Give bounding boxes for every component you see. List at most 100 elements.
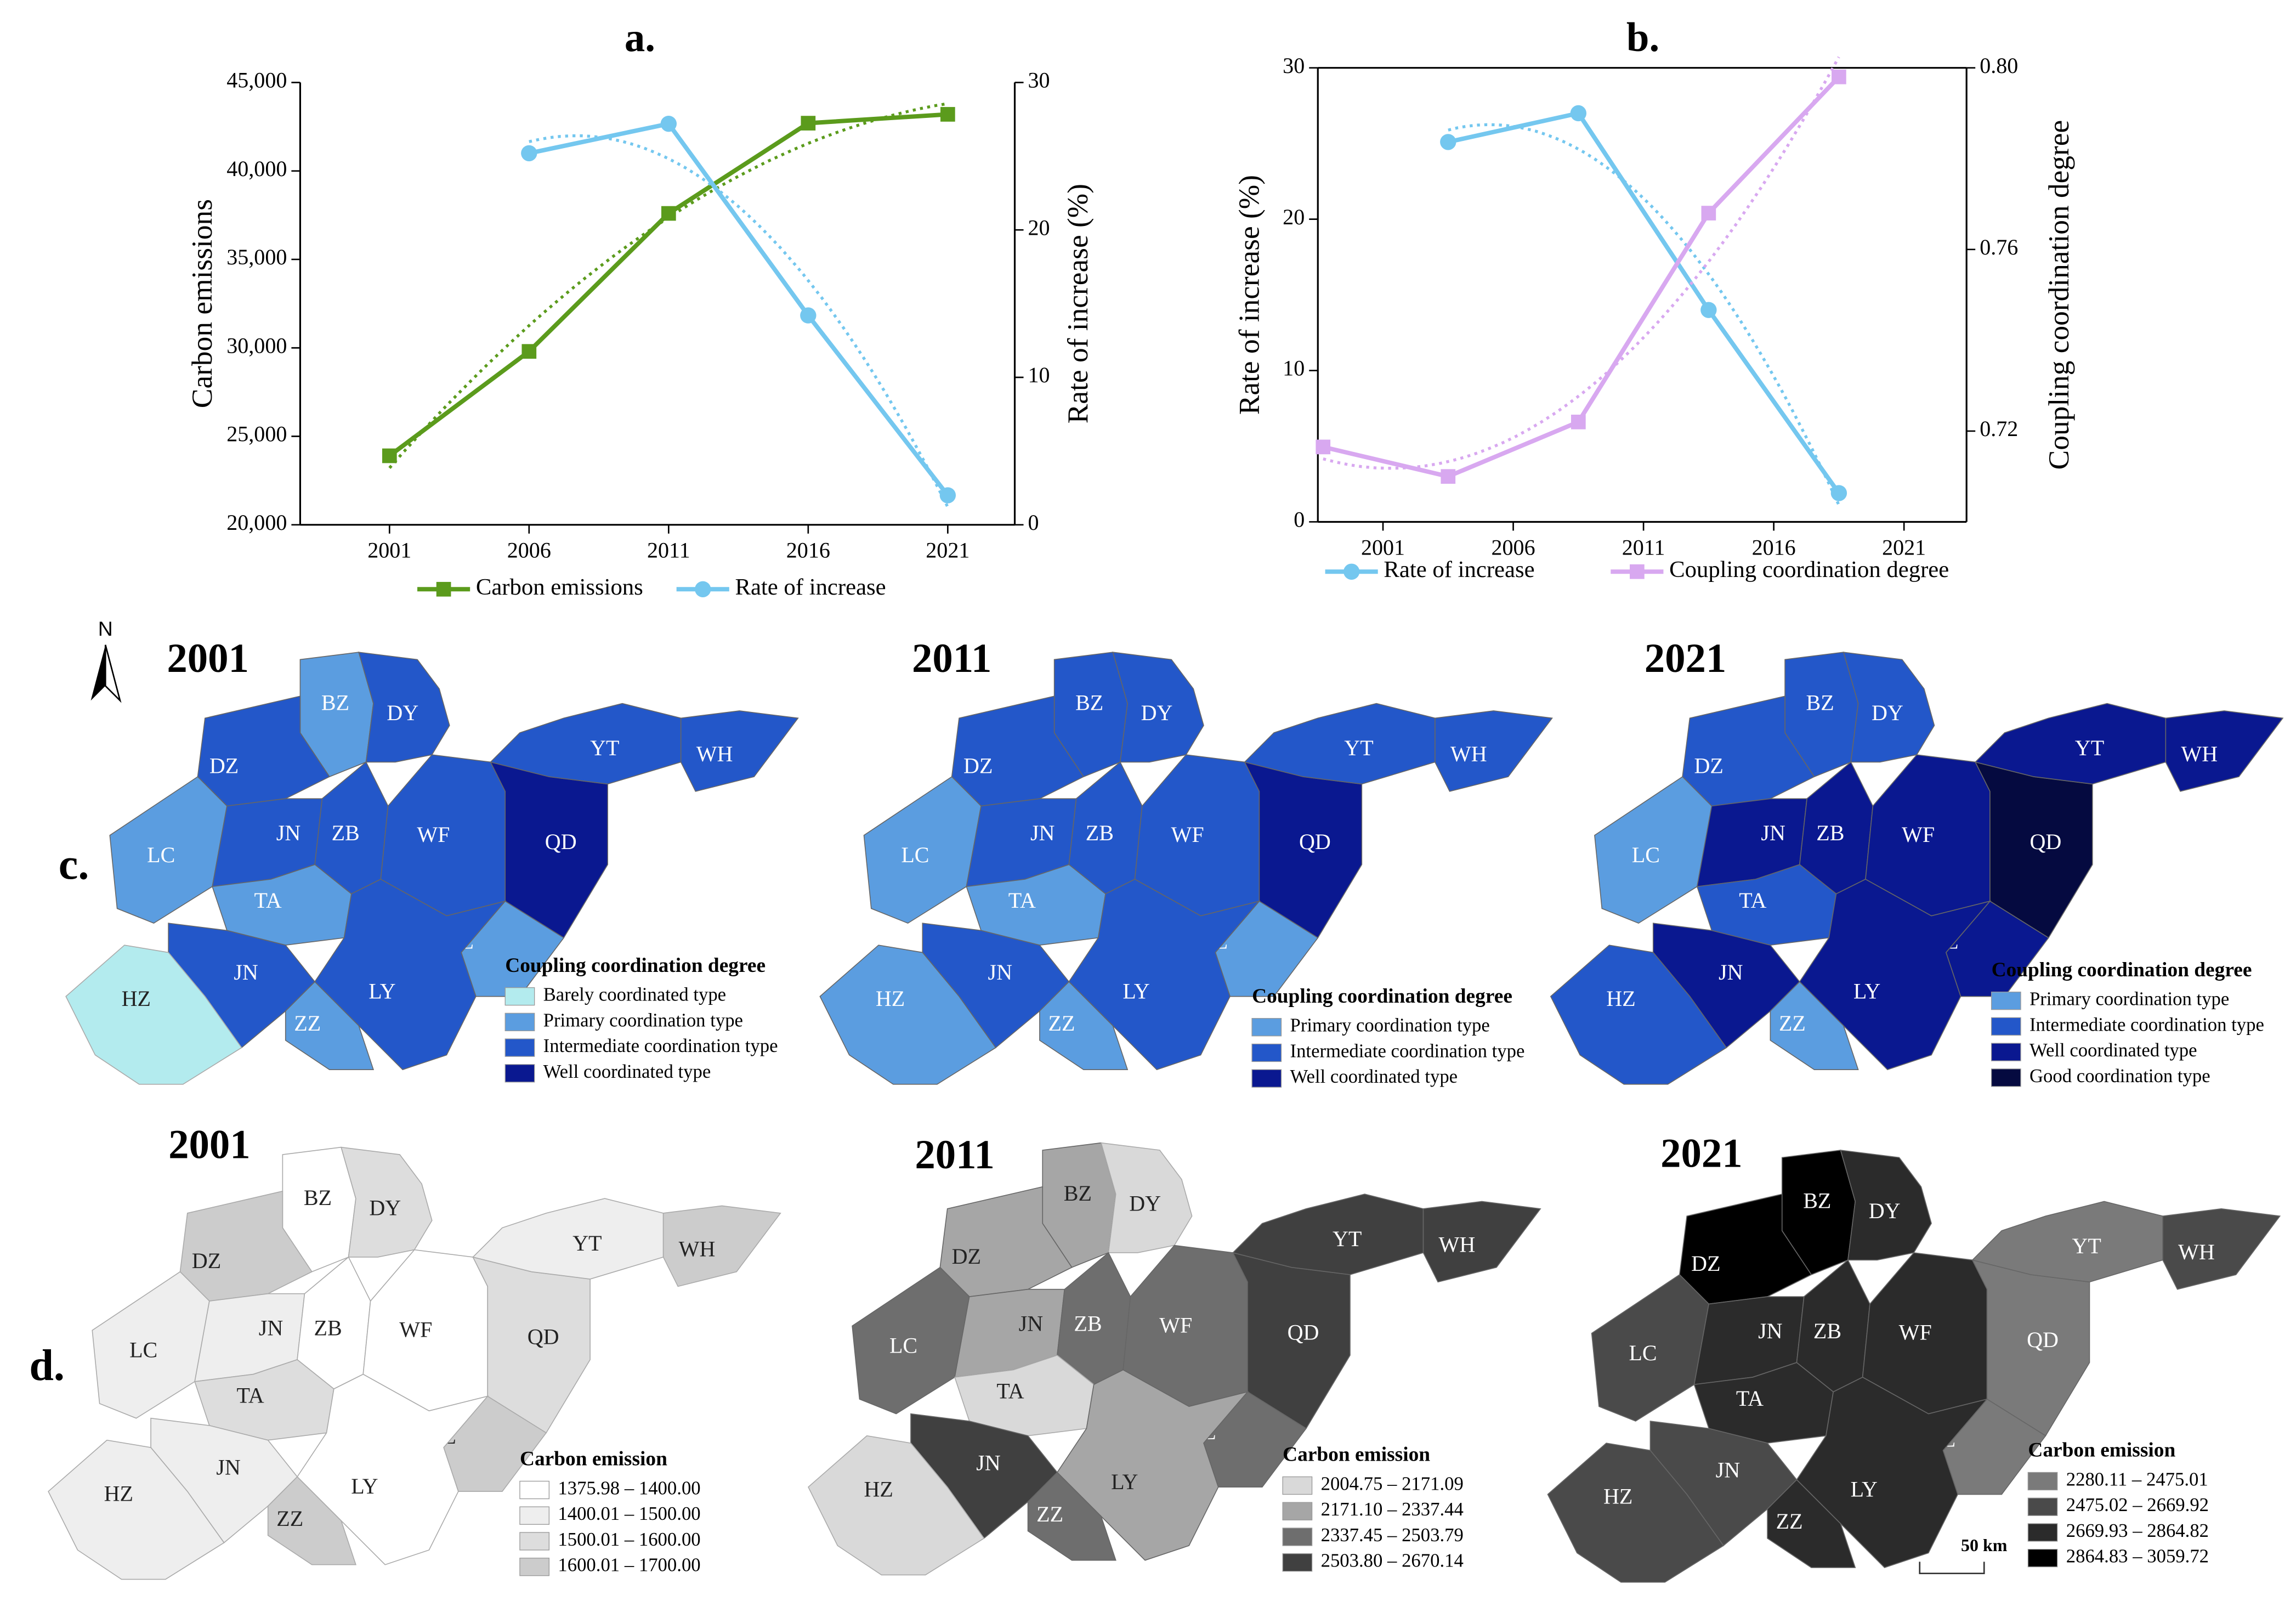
region xyxy=(1550,944,1727,1085)
map: 2011BZDYDZLCJNZBWFQDYTWHTAJNRZLYZZHZCoup… xyxy=(819,636,1553,1088)
region-label: LC xyxy=(129,1338,157,1362)
region xyxy=(808,1435,985,1576)
legend-swatch xyxy=(2027,1497,2058,1516)
region-label: YT xyxy=(2075,736,2104,760)
panel-label: d. xyxy=(29,1342,65,1390)
region-label: DZ xyxy=(1691,1251,1720,1276)
region-label: JN xyxy=(1716,1458,1741,1483)
legend-swatch xyxy=(504,987,535,1006)
north-arrow xyxy=(104,644,122,703)
region-label: LY xyxy=(351,1474,378,1498)
trend-line xyxy=(1323,56,1840,470)
region-label: TA xyxy=(1739,888,1766,913)
y2-axis-label: Coupling coordination degree xyxy=(2042,120,2075,470)
region-label: JN xyxy=(1719,960,1743,985)
region-label: JN xyxy=(216,1455,241,1479)
legend-label: 2337.45 – 2503.79 xyxy=(1321,1524,1464,1546)
region-label: DZ xyxy=(963,753,993,778)
region xyxy=(2165,710,2284,792)
map: 2021BZDYDZLCJNZBWFQDYTWHTAJNRZLYZZHZCarb… xyxy=(1547,1131,2281,1583)
region-label: WF xyxy=(1171,822,1204,847)
region-label: BZ xyxy=(1075,690,1103,715)
x-tick-label: 2021 xyxy=(926,538,970,563)
x-tick-label: 2006 xyxy=(1492,535,1535,559)
region-label: WF xyxy=(1899,1320,1932,1345)
region-label: LY xyxy=(1111,1469,1138,1494)
region-label: DZ xyxy=(209,753,239,778)
x-tick-label: 2001 xyxy=(1361,535,1405,559)
region-label: TA xyxy=(254,888,282,913)
legend-label: 2864.83 – 3059.72 xyxy=(2066,1546,2209,1567)
region xyxy=(1422,1201,1541,1283)
region-label: JN xyxy=(234,960,258,985)
legend-marker xyxy=(1630,564,1645,579)
legend-label: Intermediate coordination type xyxy=(1290,1040,1525,1061)
region-label: BZ xyxy=(321,690,349,715)
region-label: ZB xyxy=(1813,1319,1841,1343)
legend-title: Coupling coordination degree xyxy=(1252,985,1512,1008)
marker xyxy=(800,307,817,324)
legend-title: Carbon emission xyxy=(520,1448,667,1470)
region-label: ZB xyxy=(314,1316,342,1340)
region xyxy=(1767,1479,1856,1568)
y-tick-label: 45,000 xyxy=(226,68,287,93)
region-label: ZB xyxy=(1816,821,1844,845)
region-label: DZ xyxy=(192,1248,221,1273)
legend-label: Primary coordination type xyxy=(2029,988,2229,1010)
legend-label: Barely coordinated type xyxy=(543,984,726,1005)
region-label: HZ xyxy=(122,986,151,1011)
y-tick-label: 20 xyxy=(1283,205,1305,229)
region-label: QD xyxy=(2027,1327,2059,1352)
region-label: LY xyxy=(1853,978,1880,1003)
legend-label: Well coordinated type xyxy=(543,1061,711,1082)
x-tick-label: 2016 xyxy=(1752,535,1796,559)
y-tick-label: 0 xyxy=(1294,507,1305,532)
legend-swatch xyxy=(519,1558,550,1576)
marker xyxy=(1830,485,1847,501)
marker xyxy=(1701,206,1716,220)
region-label: BZ xyxy=(304,1185,332,1210)
region-label: JN xyxy=(259,1316,284,1340)
region-label: WH xyxy=(696,742,733,766)
region-label: LY xyxy=(1123,978,1149,1003)
y2-tick-label: 10 xyxy=(1028,363,1050,387)
region-label: JN xyxy=(1030,821,1055,845)
trend-line xyxy=(388,102,948,469)
y2-tick-label: 0.76 xyxy=(1980,235,2018,259)
legend-swatch xyxy=(1251,1043,1282,1062)
region-label: QD xyxy=(2029,829,2061,854)
legend-swatch xyxy=(1991,1068,2021,1087)
legend-swatch xyxy=(519,1480,550,1500)
scale-label: 50 km xyxy=(1961,1535,2008,1555)
region-label: DY xyxy=(1872,700,1903,725)
region-label: BZ xyxy=(1806,690,1834,715)
y-tick-label: 35,000 xyxy=(226,245,287,269)
region-label: QD xyxy=(1299,829,1331,854)
map-title: 2021 xyxy=(1645,636,1726,681)
region-label: DY xyxy=(387,700,418,725)
legend-label: 1400.01 – 1500.00 xyxy=(558,1503,700,1524)
legend-label: 1375.98 – 1400.00 xyxy=(558,1477,700,1498)
region-label: DZ xyxy=(952,1244,981,1269)
region xyxy=(2162,1208,2281,1290)
region-label: ZZ xyxy=(1036,1502,1063,1526)
legend-label: 2280.11 – 2475.01 xyxy=(2066,1468,2208,1490)
marker xyxy=(1441,469,1456,484)
region-label: WF xyxy=(1902,822,1935,847)
y2-tick-label: 30 xyxy=(1028,68,1050,93)
legend-swatch xyxy=(504,1064,535,1083)
region-label: HZ xyxy=(104,1481,133,1506)
marker xyxy=(940,107,955,122)
x-tick-label: 2011 xyxy=(1622,535,1665,559)
legend-title: Carbon emission xyxy=(1283,1444,1430,1466)
y-tick-label: 30 xyxy=(1283,53,1305,78)
chart-title: a. xyxy=(625,15,655,60)
marker xyxy=(521,344,537,359)
north-label: N xyxy=(98,617,113,640)
marker xyxy=(661,206,676,221)
x-tick-label: 2016 xyxy=(786,538,830,563)
legend-marker xyxy=(436,581,451,597)
legend-label: 2669.93 – 2864.82 xyxy=(2066,1520,2209,1541)
map-title: 2001 xyxy=(168,1122,250,1168)
